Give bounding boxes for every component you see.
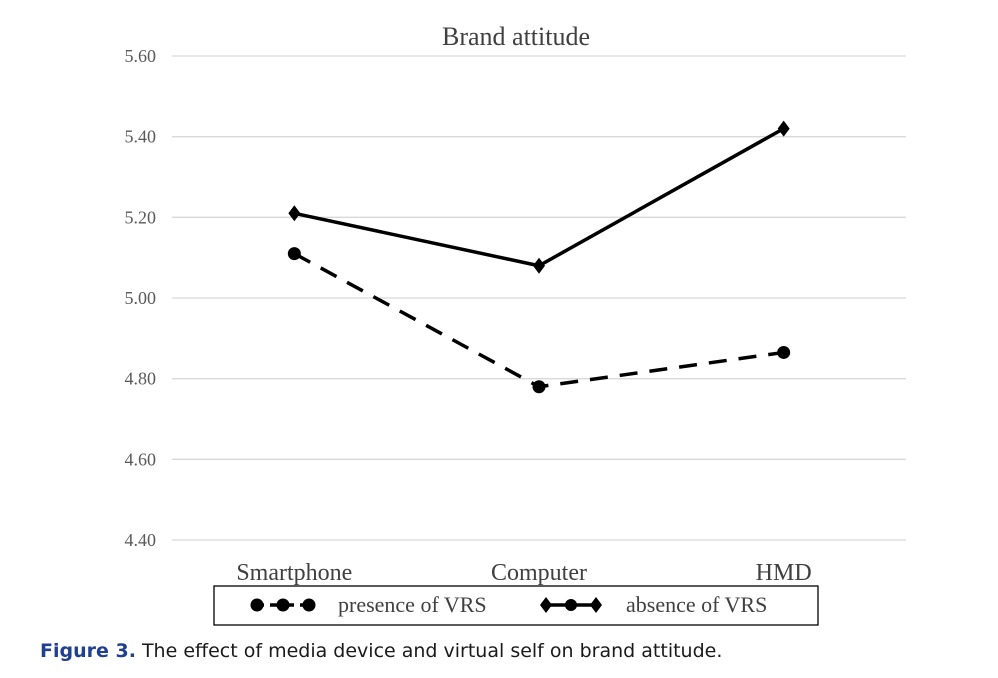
chart: Brand attitude 5.60 5.40 5.20 5.00 4.80 4.60 4… [125,22,906,626]
data-point [288,205,301,222]
y-tick-label: 5.20 [125,207,157,227]
data-point [532,380,546,394]
legend-absence-label: absence of VRS [626,592,767,617]
x-category-label: HMD [756,560,812,586]
legend-box [213,585,819,626]
data-point [287,247,301,261]
series-line-1 [293,127,785,268]
y-tick-label: 4.60 [125,449,157,469]
x-category-label: Computer [491,560,587,586]
series-layer [287,120,791,394]
y-tick-label: 4.80 [125,369,157,389]
legend-absence-marker [590,597,602,613]
legend-item-absence: absence of VRS [540,592,767,617]
gridlines [172,55,906,541]
x-category-labels: Smartphone Computer HMD [236,560,811,586]
y-tick-label: 4.40 [125,530,157,550]
figure-caption: Figure 3. The effect of media device and … [40,640,980,662]
data-point [777,120,790,137]
legend-item-presence: presence of VRS [250,592,487,617]
y-tick-label: 5.40 [125,127,157,147]
data-point [777,345,791,359]
y-tick-label: 5.60 [125,46,157,66]
y-tick-label: 5.00 [125,288,157,308]
y-tick-labels: 5.60 5.40 5.20 5.00 4.80 4.60 4.40 [125,46,157,550]
chart-title: Brand attitude [442,22,590,51]
legend: presence of VRS absence of VRS [213,585,819,626]
legend-absence-marker [540,597,552,613]
figure-label: Figure 3. [40,640,136,662]
legend-absence-marker [565,599,577,611]
legend-presence-label: presence of VRS [338,592,487,617]
figure-caption-text: The effect of media device and virtual s… [141,640,723,662]
data-point [533,257,545,274]
legend-presence-marker [302,598,316,612]
legend-presence-marker [250,598,264,612]
legend-presence-marker [276,598,290,612]
x-category-label: Smartphone [236,560,352,586]
